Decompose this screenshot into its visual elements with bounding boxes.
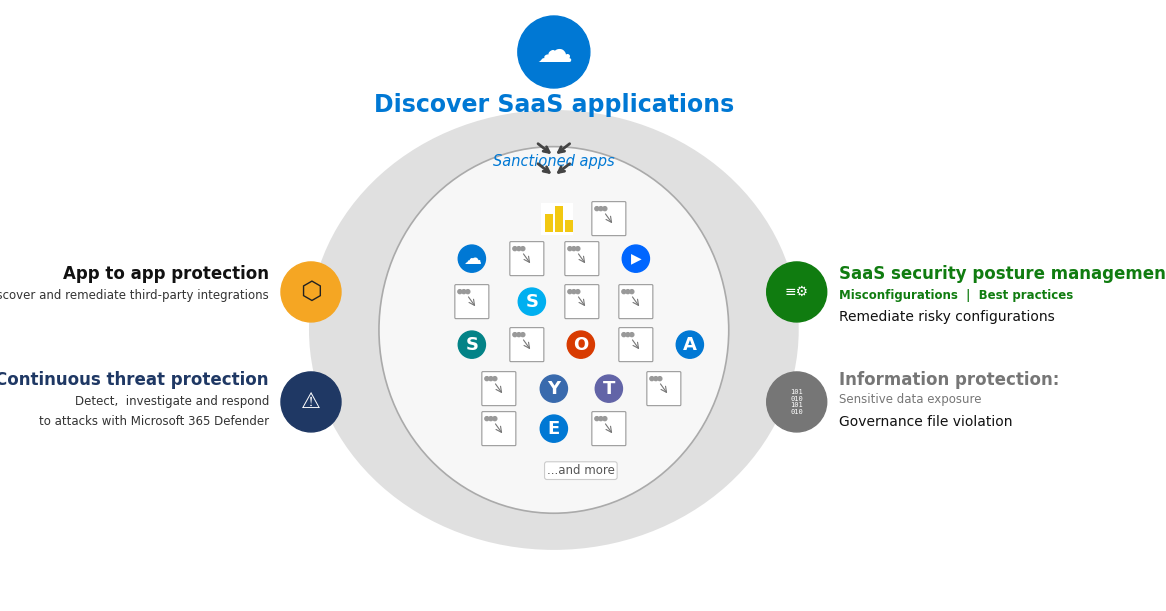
- Text: to attacks with Microsoft 365 Defender: to attacks with Microsoft 365 Defender: [38, 415, 269, 428]
- Circle shape: [458, 290, 462, 294]
- Bar: [555, 206, 563, 232]
- Bar: [541, 203, 573, 235]
- Circle shape: [540, 415, 568, 442]
- Circle shape: [517, 247, 521, 251]
- Circle shape: [596, 375, 623, 402]
- Text: Discover SaaS applications: Discover SaaS applications: [374, 93, 733, 117]
- Text: ≡⚙: ≡⚙: [785, 285, 809, 299]
- Circle shape: [599, 207, 603, 211]
- Circle shape: [517, 332, 521, 337]
- Circle shape: [621, 332, 626, 337]
- Text: Y: Y: [547, 379, 561, 398]
- Text: ▶: ▶: [631, 252, 641, 266]
- Circle shape: [576, 290, 580, 294]
- FancyBboxPatch shape: [564, 241, 599, 276]
- Text: Detect,  investigate and respond: Detect, investigate and respond: [75, 395, 269, 408]
- Circle shape: [576, 247, 580, 251]
- Circle shape: [630, 290, 634, 294]
- Text: Sanctioned apps: Sanctioned apps: [493, 153, 614, 169]
- Text: ⚠: ⚠: [301, 392, 321, 412]
- FancyBboxPatch shape: [455, 285, 489, 319]
- Circle shape: [595, 417, 599, 420]
- FancyBboxPatch shape: [510, 241, 543, 276]
- Circle shape: [767, 372, 827, 432]
- FancyBboxPatch shape: [482, 412, 515, 445]
- Text: App to app protection: App to app protection: [63, 265, 269, 283]
- Bar: [545, 214, 553, 232]
- Circle shape: [626, 332, 630, 337]
- FancyBboxPatch shape: [482, 371, 515, 406]
- Text: ⬡: ⬡: [300, 280, 322, 304]
- Text: Misconfigurations  |  Best practices: Misconfigurations | Best practices: [838, 290, 1073, 302]
- Circle shape: [518, 16, 590, 88]
- Text: Continuous threat protection: Continuous threat protection: [0, 371, 269, 389]
- Circle shape: [603, 207, 606, 211]
- Circle shape: [603, 417, 606, 420]
- Text: S: S: [465, 335, 478, 354]
- Circle shape: [458, 245, 485, 273]
- Circle shape: [623, 245, 649, 273]
- Text: Governance file violation: Governance file violation: [838, 415, 1012, 429]
- Circle shape: [630, 332, 634, 337]
- Circle shape: [626, 290, 630, 294]
- Circle shape: [281, 372, 340, 432]
- FancyBboxPatch shape: [647, 371, 681, 406]
- Text: SaaS security posture management (SSPM): SaaS security posture management (SSPM): [838, 265, 1166, 283]
- Circle shape: [654, 376, 658, 381]
- Circle shape: [595, 207, 599, 211]
- Text: ...and more: ...and more: [547, 464, 614, 477]
- Text: T: T: [603, 379, 614, 398]
- Circle shape: [571, 290, 576, 294]
- Circle shape: [567, 331, 595, 358]
- Circle shape: [458, 331, 485, 358]
- Circle shape: [493, 376, 497, 381]
- FancyBboxPatch shape: [564, 285, 599, 319]
- FancyBboxPatch shape: [592, 202, 626, 236]
- FancyBboxPatch shape: [619, 285, 653, 319]
- Circle shape: [513, 247, 517, 251]
- FancyBboxPatch shape: [619, 327, 653, 362]
- Circle shape: [513, 332, 517, 337]
- Text: E: E: [548, 420, 560, 437]
- Text: ☁: ☁: [536, 35, 571, 69]
- Circle shape: [485, 376, 489, 381]
- Text: Discover and remediate third-party integrations: Discover and remediate third-party integ…: [0, 290, 269, 302]
- Circle shape: [571, 247, 576, 251]
- Circle shape: [489, 376, 493, 381]
- FancyBboxPatch shape: [510, 327, 543, 362]
- FancyBboxPatch shape: [592, 412, 626, 445]
- Ellipse shape: [379, 147, 729, 513]
- Circle shape: [518, 288, 546, 315]
- Circle shape: [462, 290, 466, 294]
- Circle shape: [621, 290, 626, 294]
- Circle shape: [658, 376, 662, 381]
- Text: S: S: [526, 293, 539, 310]
- Circle shape: [599, 417, 603, 420]
- Circle shape: [521, 247, 525, 251]
- Circle shape: [568, 290, 571, 294]
- Circle shape: [540, 375, 568, 402]
- Circle shape: [485, 417, 489, 420]
- Text: O: O: [574, 335, 589, 354]
- Circle shape: [466, 290, 470, 294]
- Circle shape: [649, 376, 654, 381]
- Circle shape: [568, 247, 571, 251]
- Circle shape: [493, 417, 497, 420]
- Bar: [564, 219, 573, 232]
- Text: Information protection:: Information protection:: [838, 371, 1059, 389]
- Text: ☁: ☁: [463, 250, 480, 268]
- Text: Remediate risky configurations: Remediate risky configurations: [838, 310, 1054, 324]
- Ellipse shape: [309, 110, 799, 550]
- Circle shape: [676, 331, 703, 358]
- Circle shape: [767, 262, 827, 322]
- Text: Sensitive data exposure: Sensitive data exposure: [838, 393, 982, 406]
- Circle shape: [489, 417, 493, 420]
- Circle shape: [521, 332, 525, 337]
- Text: 101
010
101
010: 101 010 101 010: [791, 389, 803, 415]
- Circle shape: [281, 262, 340, 322]
- Text: A: A: [683, 335, 697, 354]
